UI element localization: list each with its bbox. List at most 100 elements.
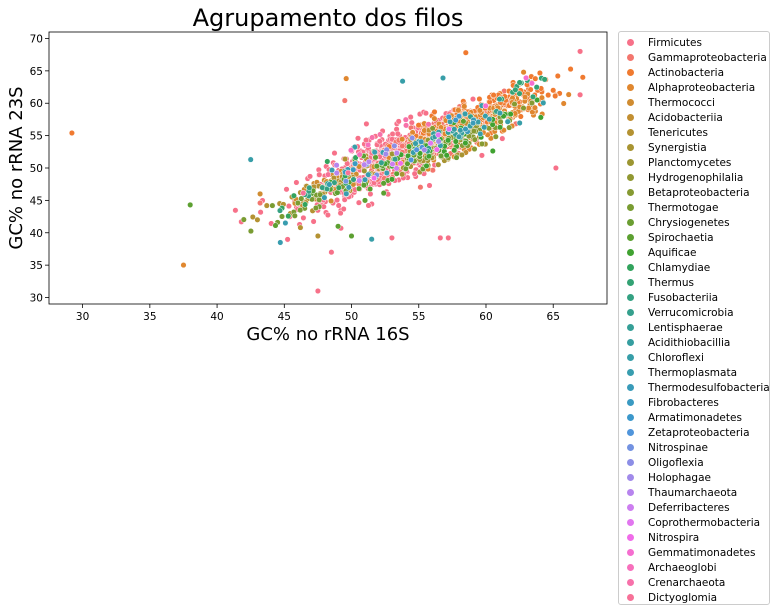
x-tick-label: 50 — [345, 311, 358, 323]
legend-item: Alphaproteobacteria — [627, 80, 755, 95]
points-layer — [68, 48, 586, 295]
legend-item: Fusobacteriia — [627, 290, 718, 305]
data-point — [369, 134, 376, 141]
data-point — [365, 158, 372, 165]
data-point — [361, 161, 368, 168]
data-point — [496, 110, 503, 117]
legend-swatch — [627, 459, 634, 466]
legend-label: Archaeoglobi — [648, 561, 717, 574]
legend-label: Thermoplasmata — [648, 366, 738, 379]
y-tick-label: 45 — [30, 195, 43, 207]
data-point — [284, 236, 291, 243]
data-point — [388, 176, 396, 183]
legend-item: Thermoplasmata — [627, 365, 737, 380]
data-point — [325, 171, 332, 178]
legend-swatch — [627, 54, 634, 61]
legend-item: Planctomycetes — [627, 155, 731, 170]
data-point — [395, 118, 402, 125]
legend-label: Zetaproteobacteria — [648, 426, 750, 439]
data-point — [300, 190, 307, 197]
data-point — [552, 164, 559, 172]
data-point — [371, 175, 378, 182]
legend-label: Oligoflexia — [648, 456, 704, 469]
data-point — [470, 128, 477, 135]
data-point — [180, 262, 187, 269]
legend-swatch — [627, 399, 634, 406]
legend-label: Fibrobacteres — [648, 396, 719, 409]
data-point — [383, 169, 390, 177]
data-point — [417, 184, 424, 191]
data-point — [492, 133, 499, 140]
data-point — [451, 126, 458, 133]
legend-item: Acidobacteriia — [627, 110, 723, 125]
data-point — [367, 185, 374, 193]
data-point — [365, 202, 372, 209]
data-point — [399, 171, 406, 178]
data-point — [328, 167, 336, 174]
legend-label: Thermus — [648, 276, 695, 289]
x-tick-label: 65 — [547, 311, 560, 323]
data-point — [317, 191, 324, 198]
data-point — [348, 232, 355, 240]
data-point — [567, 66, 574, 73]
legend-label: Actinobacteria — [648, 66, 725, 79]
legend-swatch — [627, 354, 634, 361]
data-point — [333, 162, 340, 169]
legend-swatch — [627, 594, 634, 601]
data-point — [411, 170, 418, 177]
data-point — [388, 234, 395, 241]
data-point — [408, 119, 415, 126]
data-point — [529, 93, 537, 100]
data-point — [461, 103, 468, 110]
legend-swatch — [627, 204, 634, 211]
data-point — [531, 104, 538, 111]
legend-label: Thermodesulfobacteria — [648, 381, 770, 394]
legend-swatch — [627, 129, 634, 136]
data-point — [504, 118, 511, 125]
data-point — [68, 129, 75, 137]
data-point — [380, 190, 387, 197]
data-point — [435, 161, 442, 168]
legend-swatch — [627, 234, 634, 241]
legend-item: Verrucomicrobia — [627, 305, 734, 320]
data-point — [433, 146, 440, 153]
data-point — [293, 179, 300, 186]
x-ticks: 30 35 40 45 50 55 60 65 — [76, 304, 560, 323]
data-point — [249, 213, 256, 221]
legend-swatch — [627, 489, 634, 496]
legend-swatch — [627, 564, 634, 571]
data-point — [302, 201, 309, 208]
x-tick-label: 40 — [210, 311, 223, 323]
data-point — [343, 190, 350, 197]
data-point — [312, 204, 319, 212]
data-point — [342, 178, 349, 185]
legend-label: Lentisphaerae — [648, 321, 723, 334]
legend-swatch — [627, 144, 634, 151]
data-point — [335, 184, 342, 191]
legend-item: Tenericutes — [627, 125, 708, 140]
legend-item: Chloroflexi — [627, 350, 704, 365]
data-point — [425, 153, 432, 160]
data-point — [352, 154, 359, 161]
legend-label: Betaproteobacteria — [648, 186, 750, 199]
y-tick-label: 30 — [30, 293, 43, 305]
legend-label: Fusobacteriia — [648, 291, 719, 304]
y-tick-label: 70 — [30, 33, 43, 45]
data-point — [328, 197, 335, 205]
legend-swatch — [627, 69, 634, 76]
legend-item: Dictyoglomia — [627, 590, 717, 605]
data-point — [534, 96, 541, 104]
data-point — [298, 195, 305, 202]
data-point — [421, 146, 428, 153]
legend-item: Thermodesulfobacteria — [627, 380, 770, 395]
data-point — [425, 121, 432, 128]
legend-label: Thaumarchaeota — [648, 486, 738, 499]
legend-swatch — [627, 504, 634, 511]
data-point — [560, 100, 567, 107]
data-point — [247, 228, 254, 235]
data-point — [345, 184, 352, 191]
data-point — [506, 124, 513, 131]
legend-item: Actinobacteria — [627, 65, 724, 80]
data-point — [541, 76, 548, 83]
data-point — [399, 78, 406, 85]
